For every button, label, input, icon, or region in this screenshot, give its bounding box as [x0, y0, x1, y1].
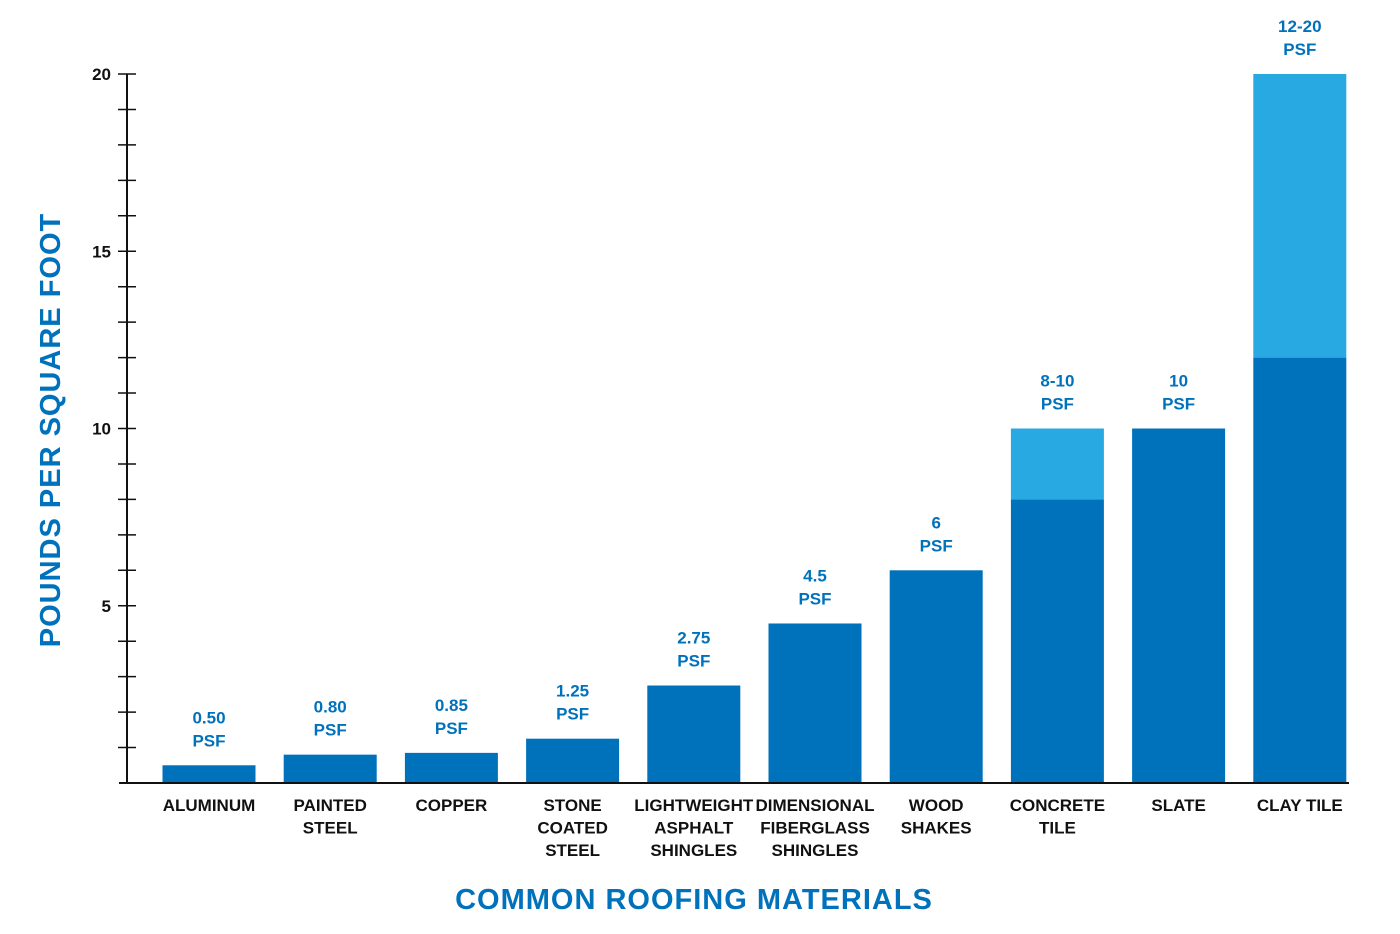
bar-min-5 — [768, 623, 862, 783]
y-tick-label-10: 10 — [92, 420, 111, 439]
bar-min-9 — [1253, 357, 1347, 783]
value-label-7-1: PSF — [1041, 395, 1074, 414]
value-label-9-0: 12-20 — [1278, 17, 1321, 36]
y-tick-label-5: 5 — [102, 597, 111, 616]
value-label-9-1: PSF — [1283, 40, 1316, 59]
category-label-6-1: SHAKES — [901, 819, 972, 838]
category-label-1-1: STEEL — [303, 819, 358, 838]
value-label-5-1: PSF — [798, 589, 831, 608]
value-label-7-0: 8-10 — [1040, 372, 1074, 391]
bar-range-9 — [1253, 74, 1347, 358]
y-tick-label-20: 20 — [92, 65, 111, 84]
category-label-7-0: CONCRETE — [1010, 796, 1105, 815]
bars-group — [162, 74, 1347, 783]
bar-min-6 — [889, 570, 983, 783]
value-label-0-0: 0.50 — [192, 708, 225, 727]
value-label-8-0: 10 — [1169, 372, 1188, 391]
bar-min-2 — [404, 752, 498, 783]
category-label-3-2: STEEL — [545, 841, 600, 860]
value-label-1-0: 0.80 — [314, 698, 347, 717]
category-label-5-2: SHINGLES — [772, 841, 859, 860]
category-label-5-0: DIMENSIONAL — [756, 796, 875, 815]
labels-group: 0.50 PSF ALUMINUM 0.80 PSF PAINTED STEEL 0.85 PS… — [163, 17, 1343, 860]
value-label-2-0: 0.85 — [435, 696, 468, 715]
value-label-6-0: 6 — [931, 513, 940, 532]
bar-min-7 — [1010, 499, 1104, 783]
x-axis-title: COMMON ROOFING MATERIALS — [455, 884, 933, 916]
value-label-5-0: 4.5 — [803, 566, 827, 585]
value-label-0-1: PSF — [192, 731, 225, 750]
bar-min-4 — [647, 685, 741, 783]
value-label-3-0: 1.25 — [556, 682, 589, 701]
category-label-4-2: SHINGLES — [650, 841, 737, 860]
category-label-8-0: SLATE — [1151, 796, 1205, 815]
bar-range-7 — [1010, 428, 1104, 500]
value-label-6-1: PSF — [920, 536, 953, 555]
y-axis: 5 10 15 20 — [92, 65, 1349, 784]
category-label-6-0: WOOD — [909, 796, 964, 815]
bar-min-1 — [283, 754, 377, 783]
value-label-2-1: PSF — [435, 719, 468, 738]
category-label-3-0: STONE — [543, 796, 601, 815]
value-label-1-1: PSF — [314, 721, 347, 740]
value-label-4-0: 2.75 — [677, 629, 710, 648]
category-label-9-0: CLAY TILE — [1257, 796, 1343, 815]
category-label-3-1: COATED — [537, 819, 608, 838]
y-axis-title: POUNDS PER SQUARE FOOT — [35, 213, 67, 648]
bar-min-8 — [1132, 428, 1226, 783]
category-label-1-0: PAINTED — [294, 796, 367, 815]
y-tick-label-15: 15 — [92, 242, 111, 261]
category-label-4-0: LIGHTWEIGHT — [634, 796, 754, 815]
category-label-7-1: TILE — [1039, 819, 1076, 838]
category-label-2-0: COPPER — [416, 796, 488, 815]
category-label-4-1: ASPHALT — [654, 819, 734, 838]
bar-min-3 — [526, 738, 620, 783]
value-label-8-1: PSF — [1162, 395, 1195, 414]
category-label-0-0: ALUMINUM — [163, 796, 256, 815]
bar-min-0 — [162, 765, 256, 783]
value-label-4-1: PSF — [677, 652, 710, 671]
category-label-5-1: FIBERGLASS — [760, 819, 870, 838]
value-label-3-1: PSF — [556, 705, 589, 724]
